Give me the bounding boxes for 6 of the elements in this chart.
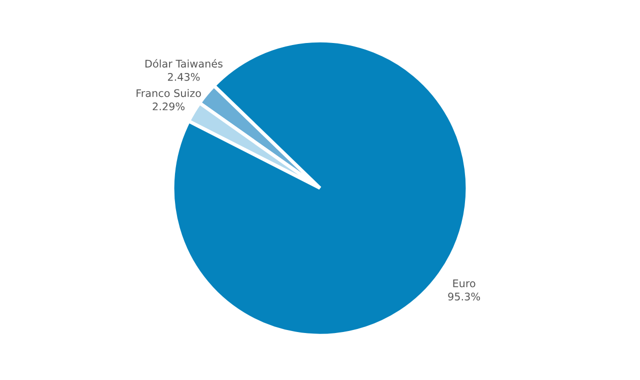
slice-label: Euro bbox=[453, 280, 476, 288]
data-label: 2.29% bbox=[152, 102, 185, 110]
data-label: 2.43% bbox=[168, 72, 200, 81]
slice-label: Franco Suizo bbox=[136, 89, 201, 98]
slice-label: Dólar Taiwanés bbox=[145, 59, 222, 68]
data-label: 95.3% bbox=[448, 292, 480, 301]
